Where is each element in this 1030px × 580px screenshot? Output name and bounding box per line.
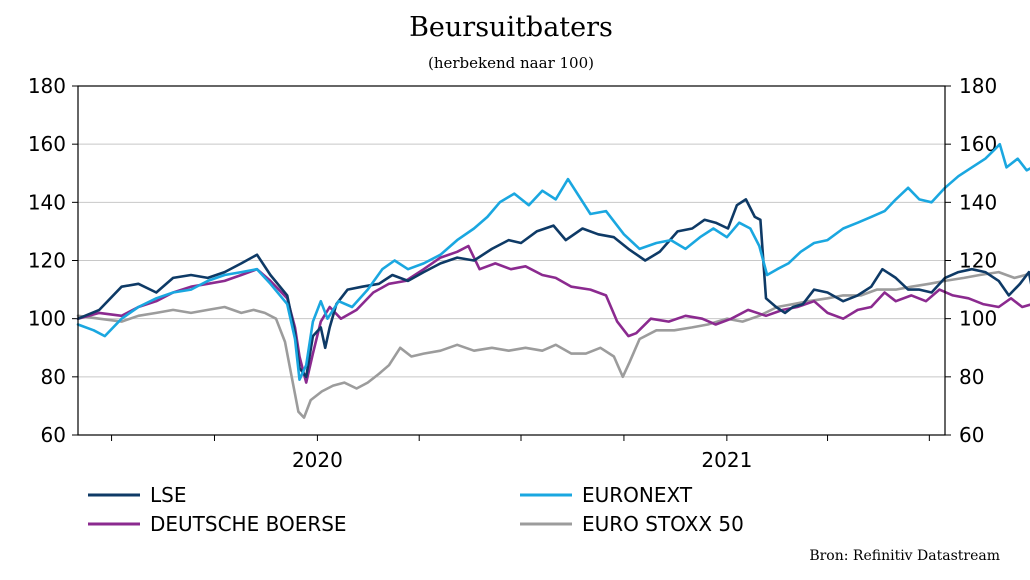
- y-tick-label: 120: [28, 249, 66, 273]
- series-line-lse: [76, 198, 1030, 379]
- series-line-deutsche-boerse: [76, 244, 1030, 384]
- plot-frame: [77, 85, 946, 436]
- y-tick-label: 100: [28, 307, 66, 331]
- legend-label: EURO STOXX 50: [582, 512, 744, 536]
- y-tick-label: 80: [41, 365, 66, 389]
- y-tick-label-right: 120: [959, 249, 997, 273]
- y-tick-label-right: 180: [959, 74, 997, 98]
- series-line-euronext: [76, 142, 1030, 382]
- y-tick-label-right: 60: [959, 423, 984, 447]
- x-tick-label: 2020: [292, 448, 343, 472]
- y-tick-label-right: 80: [959, 365, 984, 389]
- legend: LSE EURONEXT DEUTSCHE BOERSE EURO STOXX 50: [88, 483, 744, 536]
- y-tick-label: 60: [41, 423, 66, 447]
- y-tick-label: 180: [28, 74, 66, 98]
- series-lines: [76, 142, 1030, 419]
- series-line-euro-stoxx-50: [76, 270, 1030, 419]
- y-axis-left: 60 80 100 120 140 160 180: [28, 74, 78, 447]
- legend-label: EURONEXT: [582, 483, 693, 507]
- x-tick-label: 2021: [701, 448, 752, 472]
- chart-title: Beursuitbaters: [409, 12, 613, 43]
- y-tick-label: 160: [28, 132, 66, 156]
- y-tick-label-right: 140: [959, 190, 997, 214]
- chart-subtitle: (herbekend naar 100): [428, 54, 594, 72]
- source-note: Bron: Refinitiv Datastream: [809, 548, 1000, 564]
- y-tick-label-right: 100: [959, 307, 997, 331]
- legend-label: DEUTSCHE BOERSE: [150, 512, 347, 536]
- x-axis: 2020 2021: [111, 435, 930, 472]
- y-tick-label: 140: [28, 190, 66, 214]
- gridlines: [78, 143, 945, 378]
- legend-label: LSE: [150, 483, 186, 507]
- plot-border: [77, 85, 946, 436]
